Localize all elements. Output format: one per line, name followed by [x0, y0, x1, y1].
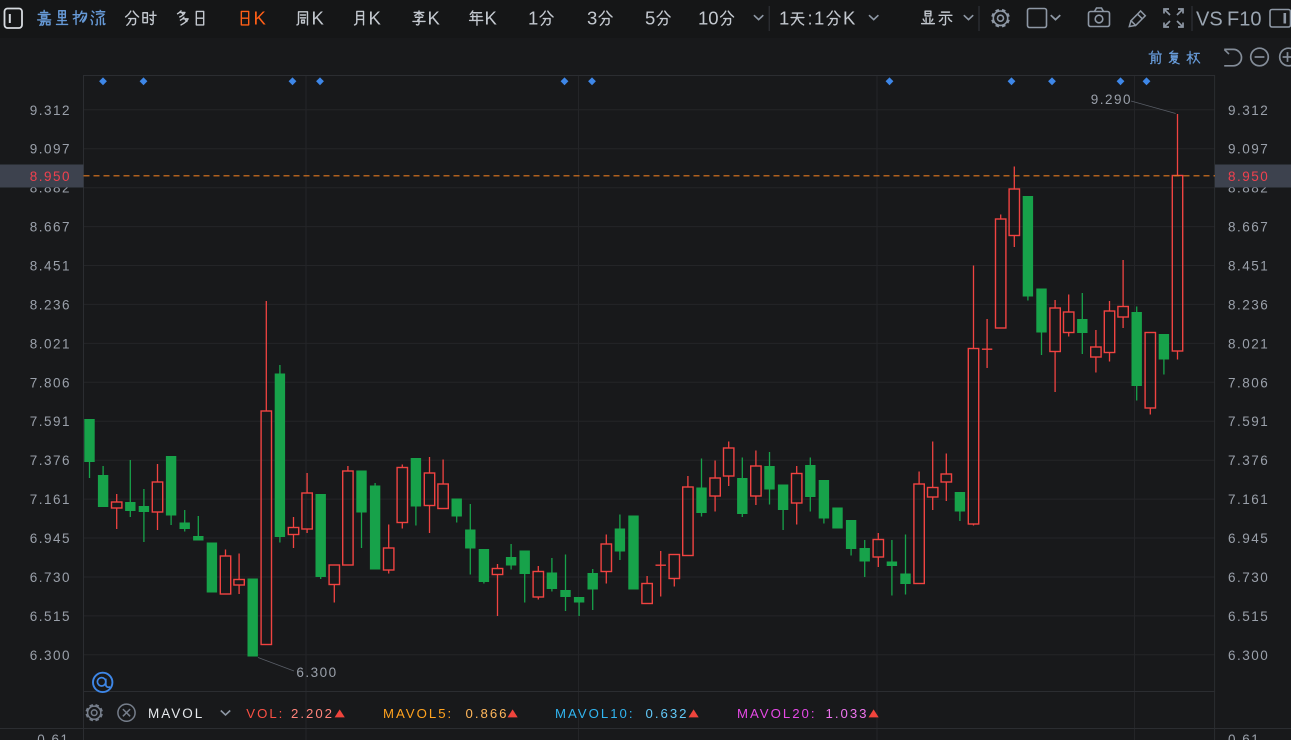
- svg-text:8.950: 8.950: [1228, 169, 1269, 184]
- svg-text:6.730: 6.730: [30, 570, 71, 585]
- svg-text:7.161: 7.161: [1228, 492, 1269, 507]
- svg-text:1.033: 1.033: [826, 706, 869, 721]
- svg-text:1: 1: [528, 8, 538, 29]
- svg-text:6.945: 6.945: [30, 531, 71, 546]
- svg-text:7.591: 7.591: [1228, 414, 1269, 429]
- svg-text:K: K: [312, 8, 325, 29]
- svg-text:6.515: 6.515: [30, 609, 71, 624]
- svg-text:5: 5: [645, 8, 655, 29]
- svg-text:6.945: 6.945: [1228, 531, 1269, 546]
- svg-text:VS: VS: [1196, 9, 1223, 31]
- svg-text:7.376: 7.376: [1228, 453, 1269, 468]
- svg-text:8.451: 8.451: [30, 259, 71, 274]
- svg-text:9.097: 9.097: [1228, 142, 1269, 157]
- svg-text:K: K: [254, 8, 267, 29]
- svg-text:7.806: 7.806: [1228, 375, 1269, 390]
- svg-text:K: K: [369, 8, 382, 29]
- svg-text:K: K: [843, 8, 856, 29]
- svg-text:8.021: 8.021: [1228, 336, 1269, 351]
- svg-text:7.806: 7.806: [30, 375, 71, 390]
- svg-text:8.667: 8.667: [30, 220, 71, 235]
- svg-text:9.312: 9.312: [1228, 103, 1269, 118]
- svg-text:8.451: 8.451: [1228, 259, 1269, 274]
- svg-text:1: 1: [814, 8, 824, 29]
- svg-text:0.866: 0.866: [466, 706, 509, 721]
- svg-text:6.730: 6.730: [1228, 570, 1269, 585]
- svg-text:8.236: 8.236: [30, 297, 71, 312]
- svg-text:6.300: 6.300: [1228, 648, 1269, 663]
- svg-text:6.515: 6.515: [1228, 609, 1269, 624]
- svg-text:10: 10: [698, 8, 719, 29]
- svg-text:K: K: [485, 8, 498, 29]
- svg-text:8.667: 8.667: [1228, 220, 1269, 235]
- svg-text:8.236: 8.236: [1228, 297, 1269, 312]
- svg-text:6.300: 6.300: [296, 665, 337, 680]
- svg-text:9.290: 9.290: [1091, 92, 1132, 107]
- svg-text:6.300: 6.300: [30, 648, 71, 663]
- svg-text:7.591: 7.591: [30, 414, 71, 429]
- svg-text:0.632: 0.632: [646, 706, 689, 721]
- svg-text:MAVOL5:: MAVOL5:: [383, 706, 453, 721]
- svg-text:8.950: 8.950: [30, 169, 71, 184]
- svg-text:1: 1: [779, 8, 789, 29]
- svg-text:3: 3: [587, 8, 597, 29]
- svg-text:7.161: 7.161: [30, 492, 71, 507]
- svg-text:7.376: 7.376: [30, 453, 71, 468]
- svg-text:MAVOL10:: MAVOL10:: [555, 706, 635, 721]
- svg-text:9.312: 9.312: [30, 103, 71, 118]
- svg-text:0.61: 0.61: [1228, 732, 1260, 740]
- svg-text:8.021: 8.021: [30, 336, 71, 351]
- svg-text:K: K: [428, 8, 441, 29]
- svg-text::: :: [808, 8, 813, 29]
- svg-text:MAVOL20:: MAVOL20:: [737, 706, 817, 721]
- svg-text:MAVOL: MAVOL: [148, 706, 204, 721]
- svg-text:0.61: 0.61: [37, 732, 69, 740]
- svg-text:VOL:: VOL:: [246, 706, 284, 721]
- svg-text:9.097: 9.097: [30, 142, 71, 157]
- svg-text:F10: F10: [1227, 9, 1261, 31]
- svg-text:2.202: 2.202: [291, 706, 334, 721]
